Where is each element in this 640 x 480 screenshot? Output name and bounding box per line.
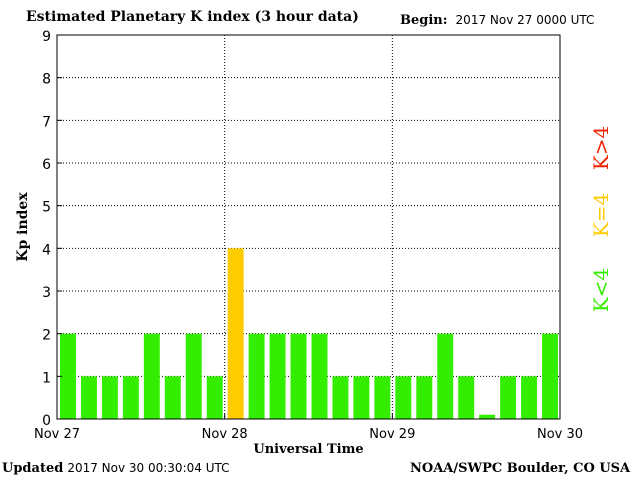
kp-bar [542, 333, 558, 419]
kp-bar [122, 376, 139, 419]
y-tick-label: 8 [42, 72, 51, 88]
kp-bar [332, 376, 349, 419]
legend-label: K<4 [589, 268, 613, 312]
x-tick-label: Nov 27 [34, 427, 80, 442]
y-tick-label: 7 [42, 114, 51, 130]
kp-bar [143, 333, 160, 419]
kp-bar [185, 333, 202, 419]
x-tick-label: Nov 30 [537, 427, 583, 442]
kp-bar [500, 376, 517, 419]
plot-frame [56, 34, 561, 420]
kp-bar [374, 376, 391, 419]
kp-bar [101, 376, 118, 419]
y-tick-label: 9 [42, 29, 51, 45]
begin-value: 2017 Nov 27 0000 UTC [455, 13, 595, 27]
legend-label: K=4 [589, 193, 613, 237]
kp-bar [416, 376, 433, 419]
kp-bar [521, 376, 538, 419]
begin-label: Begin: [400, 13, 448, 28]
kp-bar [80, 376, 97, 419]
y-tick-label: 3 [42, 285, 51, 301]
x-axis-label: Universal Time [253, 442, 363, 457]
updated-value: 2017 Nov 30 00:30:04 UTC [67, 461, 230, 475]
kp-bar [479, 414, 496, 419]
chart-title: Estimated Planetary K index (3 hour data… [26, 9, 359, 25]
kp-bar [269, 333, 286, 419]
y-tick-label: 4 [42, 242, 51, 258]
y-tick-label: 2 [42, 328, 51, 344]
legend-label: K>4 [589, 126, 613, 170]
y-tick-label: 5 [42, 200, 51, 216]
begin-time: Begin: 2017 Nov 27 0000 UTC [400, 13, 594, 28]
kp-bar [164, 376, 181, 419]
kp-bar [311, 333, 328, 419]
y-axis-label: Kp index [15, 192, 31, 262]
kp-bar [227, 248, 244, 419]
x-tick-label: Nov 28 [202, 427, 248, 442]
kp-bar [395, 376, 412, 419]
kp-bar [60, 333, 76, 419]
updated-label: Updated [2, 461, 64, 476]
y-tick-label: 6 [42, 157, 51, 173]
y-tick-label: 0 [42, 413, 51, 429]
kp-bar [290, 333, 307, 419]
credit-text: NOAA/SWPC Boulder, CO USA [410, 461, 631, 476]
y-tick-label: 1 [42, 370, 51, 386]
kp-bar [458, 376, 475, 419]
kp-bar [206, 376, 223, 419]
updated-time: Updated 2017 Nov 30 00:30:04 UTC [2, 461, 229, 476]
kp-bar [248, 333, 265, 419]
x-tick-label: Nov 29 [369, 427, 415, 442]
kp-bar [437, 333, 454, 419]
kp-bar [353, 376, 370, 419]
